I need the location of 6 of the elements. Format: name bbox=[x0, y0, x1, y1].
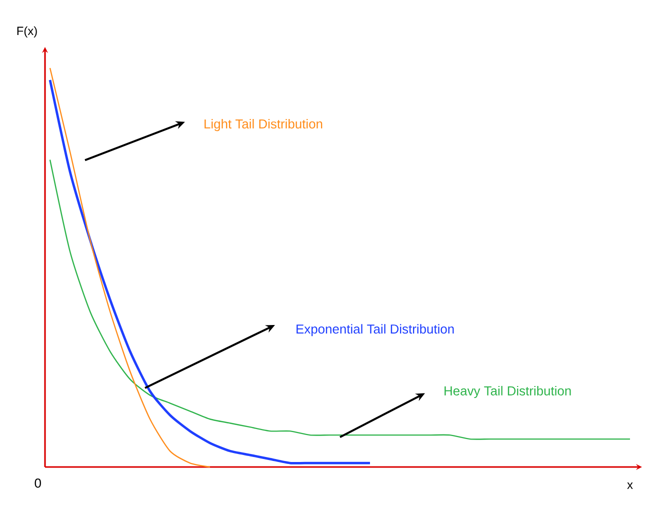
x-axis-title: x bbox=[627, 482, 633, 489]
text: Exponential Tail Distribution bbox=[296, 324, 454, 336]
text: 0 bbox=[34, 478, 41, 488]
text: Light Tail Distribution bbox=[204, 119, 322, 132]
text: Heavy Tail Distribution bbox=[444, 386, 571, 398]
y-axis-title: F(x) bbox=[17, 26, 37, 38]
